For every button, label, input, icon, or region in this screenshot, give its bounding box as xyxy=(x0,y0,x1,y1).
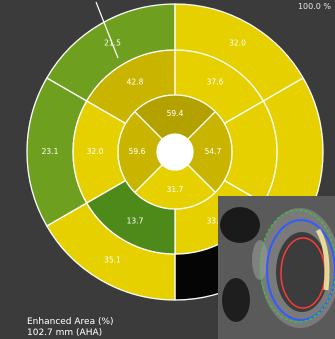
segment-value-11: 13.7 xyxy=(127,216,144,225)
legend-title: Enhanced Area (%) xyxy=(27,317,114,327)
segment-value-6: 23.1 xyxy=(42,147,59,156)
segment-value-2: 32.0 xyxy=(229,39,246,48)
legend-value: 102.7 mm (AHA) xyxy=(27,328,103,338)
septal-marker-line xyxy=(95,1,119,59)
bullseye-apex-hole xyxy=(157,134,193,170)
segment-value-10: 33.1 xyxy=(207,216,224,225)
segment-value-8: 37.6 xyxy=(207,78,224,87)
zoom-readout: 100.0 % xyxy=(297,2,331,11)
segment-value-7: 42.8 xyxy=(127,78,144,87)
segment-value-5: 35.1 xyxy=(104,255,121,264)
segment-value-16: 59.6 xyxy=(129,147,146,156)
segment-value-12: 32.0 xyxy=(87,147,104,156)
segment-value-15: 31.7 xyxy=(167,185,184,194)
segment-value-13: 59.4 xyxy=(167,109,184,118)
segment-value-14: 54.7 xyxy=(205,147,222,156)
mri-thumbnail[interactable] xyxy=(218,196,335,339)
